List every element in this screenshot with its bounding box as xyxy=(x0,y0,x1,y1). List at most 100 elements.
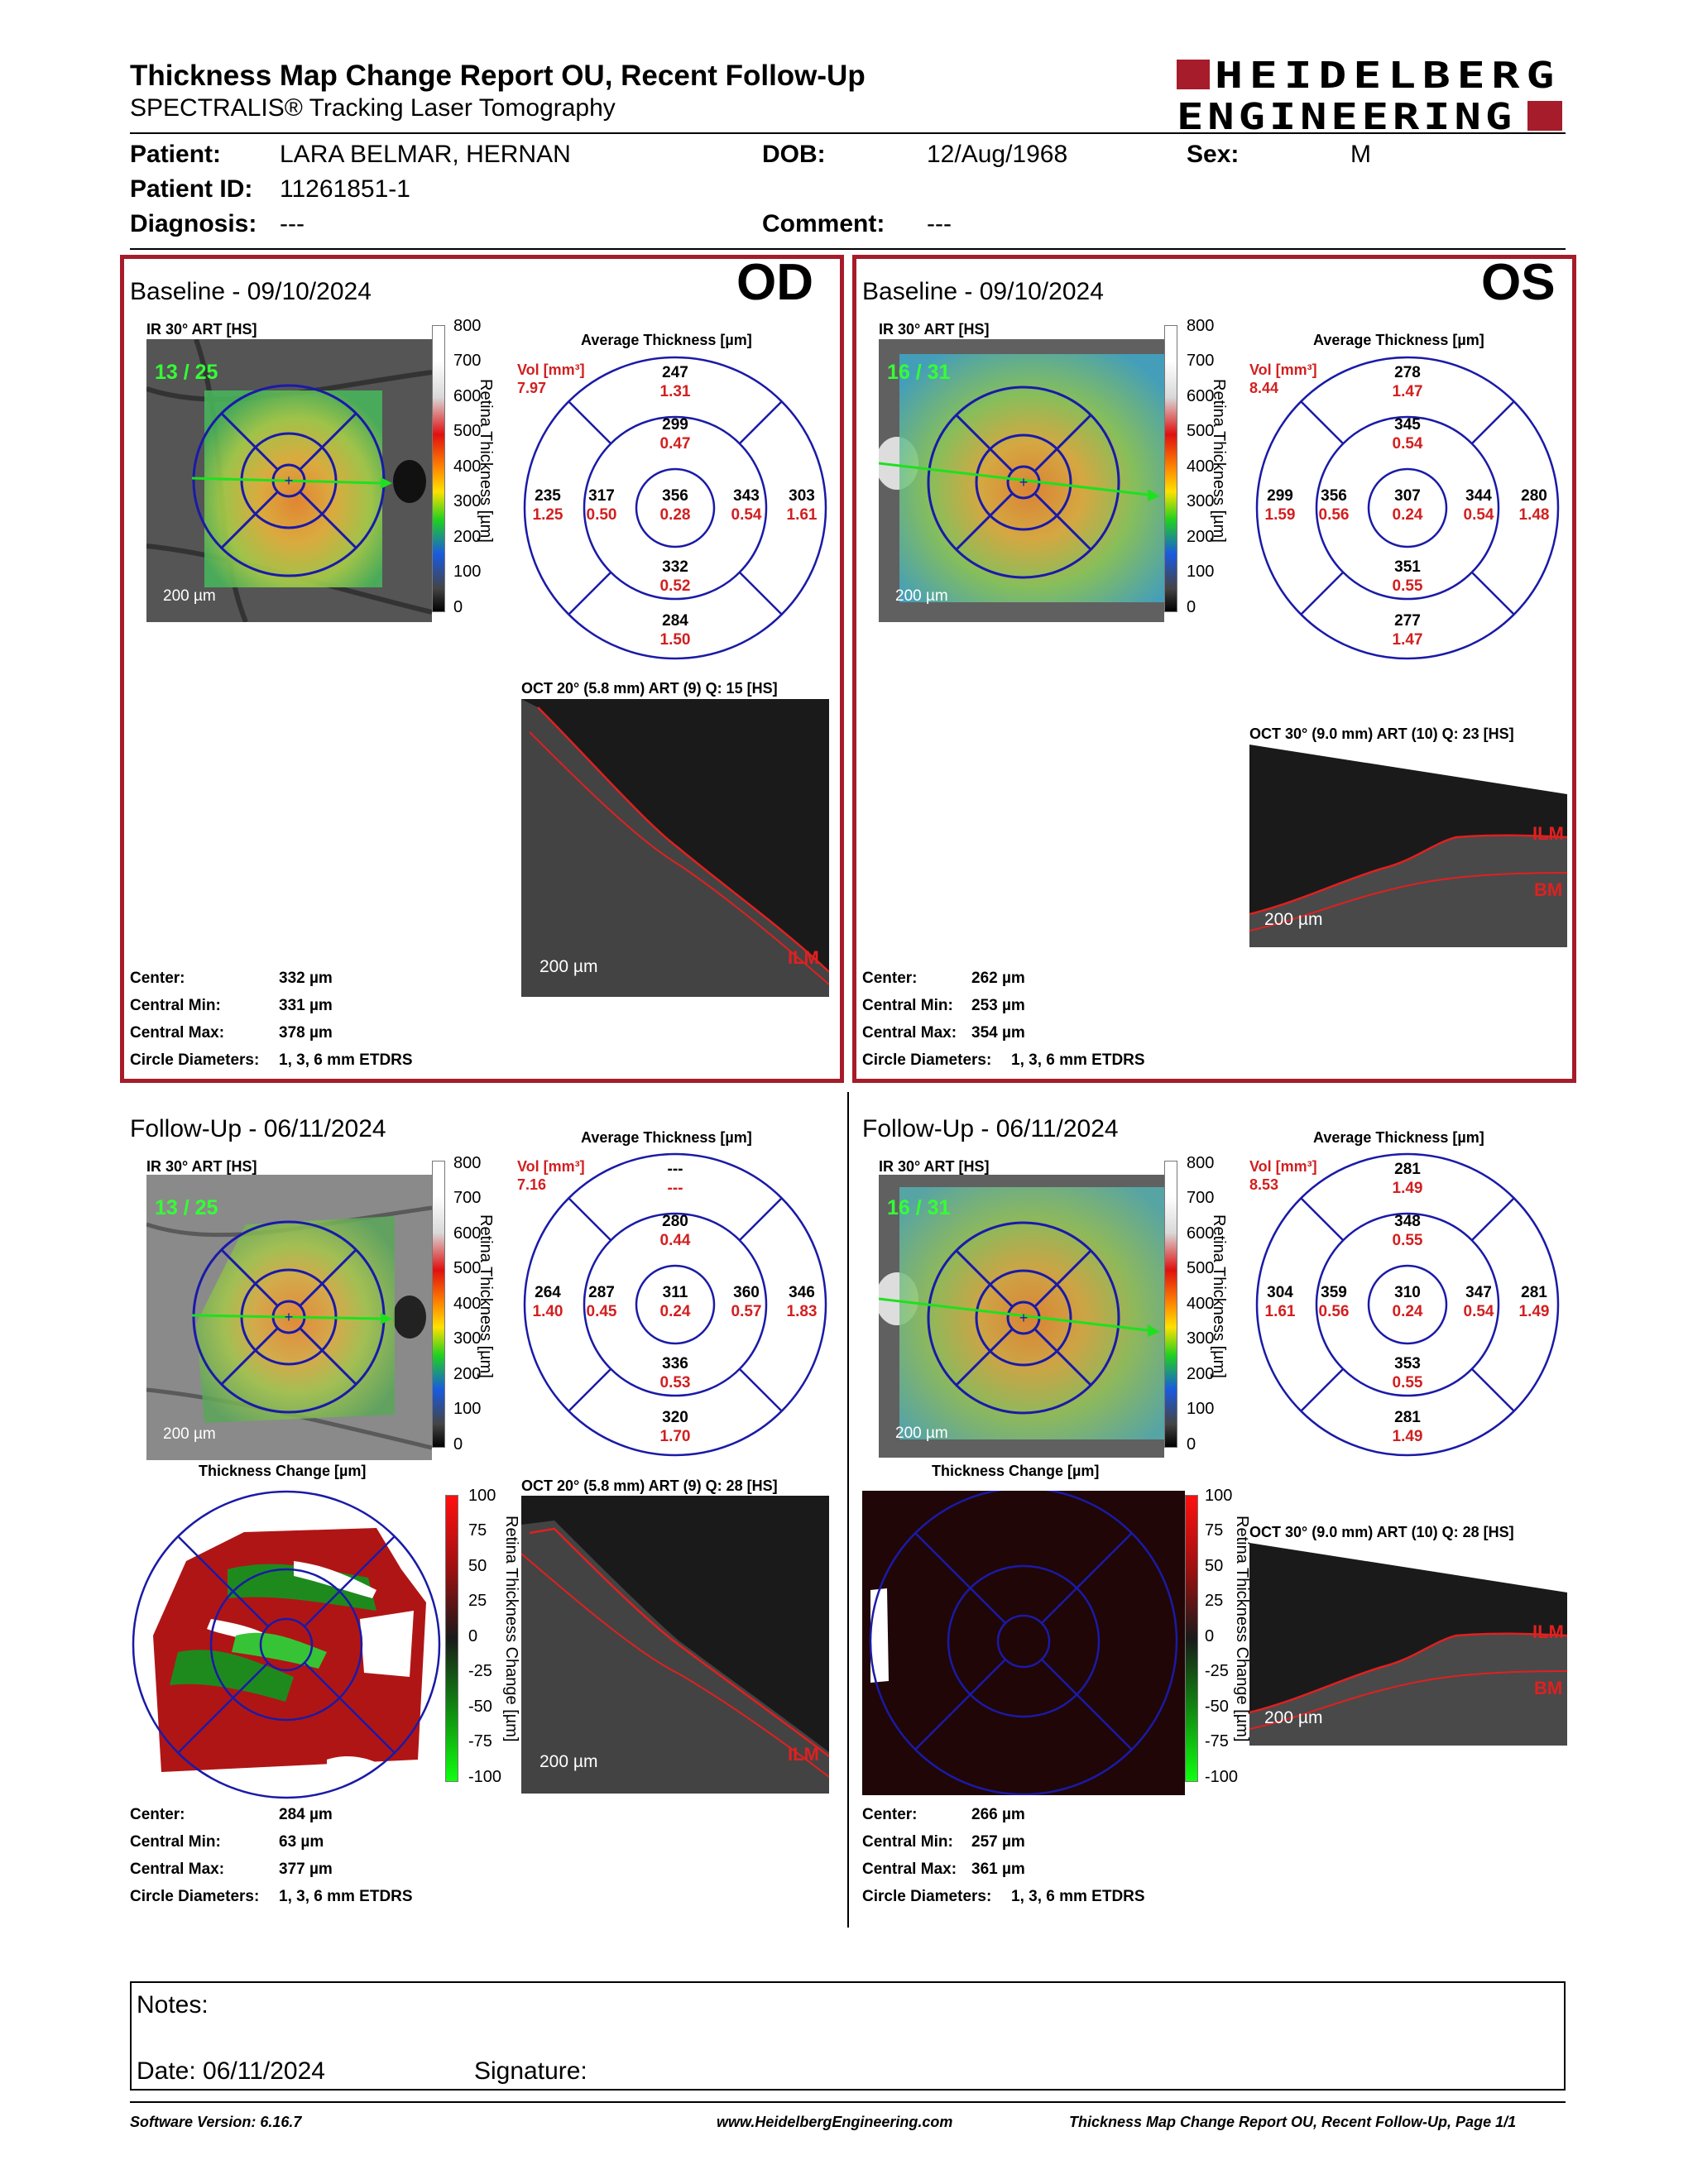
patient-rule xyxy=(130,248,1566,250)
os-baseline-circ-value: 1, 3, 6 mm ETDRS xyxy=(1011,1051,1145,1069)
svg-text:299: 299 xyxy=(662,416,688,433)
os-followup-scalebar: 200 µm xyxy=(895,1425,948,1442)
od-followup-vol-label: Vol [mm³] xyxy=(517,1158,585,1175)
od-eye-label: OD xyxy=(736,254,813,311)
os-baseline-ilm: ILM xyxy=(1532,823,1564,844)
os-followup-oct-label: OCT 30° (9.0 mm) ART (10) Q: 28 [HS] xyxy=(1249,1524,1514,1540)
logo-line1: HEIDELBERG xyxy=(1215,56,1561,97)
svg-text:346: 346 xyxy=(789,1284,815,1301)
svg-text:1.49: 1.49 xyxy=(1393,1180,1423,1197)
os-followup-vol-label: Vol [mm³] xyxy=(1249,1158,1317,1175)
svg-text:278: 278 xyxy=(1394,364,1421,381)
os-followup-cmax-value: 361 µm xyxy=(971,1861,1025,1878)
svg-text:0.56: 0.56 xyxy=(1319,1303,1350,1320)
os-followup-cmin-label: Central Min: xyxy=(862,1833,953,1851)
svg-text:317: 317 xyxy=(588,487,615,505)
date-label: Date: 06/11/2024 xyxy=(137,2057,325,2085)
logo-line2: ENGINEERING xyxy=(1177,96,1516,134)
svg-text:307: 307 xyxy=(1394,487,1421,505)
os-followup-ir-label: IR 30° ART [HS] xyxy=(879,1158,990,1175)
patient-name: LARA BELMAR, HERNAN xyxy=(280,141,571,168)
os-baseline-vol-value: 8.44 xyxy=(1249,380,1279,396)
od-followup-circ-value: 1, 3, 6 mm ETDRS xyxy=(279,1888,413,1905)
svg-text:1.48: 1.48 xyxy=(1519,506,1550,524)
od-followup-count: 13 / 25 xyxy=(155,1196,218,1219)
svg-text:+: + xyxy=(1019,474,1029,491)
od-baseline-ir-label: IR 30° ART [HS] xyxy=(146,321,257,338)
os-baseline-avg-title: Average Thickness [µm] xyxy=(1313,332,1484,348)
os-baseline-cmax-value: 354 µm xyxy=(971,1024,1025,1042)
patient-label: Patient: xyxy=(130,141,222,168)
od-baseline-cmax-value: 378 µm xyxy=(279,1024,333,1042)
svg-text:0.44: 0.44 xyxy=(660,1232,691,1249)
od-change-colorbar xyxy=(445,1495,458,1782)
od-baseline-oct-label: OCT 20° (5.8 mm) ART (9) Q: 15 [HS] xyxy=(521,680,778,697)
od-baseline-cmin-label: Central Min: xyxy=(130,997,221,1014)
svg-text:280: 280 xyxy=(1521,487,1547,505)
os-baseline-fundus: + 16 / 31 200 µm xyxy=(879,339,1164,622)
od-baseline-count: 13 / 25 xyxy=(155,361,218,384)
od-followup-scalebar: 200 µm xyxy=(163,1425,216,1443)
svg-text:311: 311 xyxy=(663,1284,688,1301)
os-baseline-oct-label: OCT 30° (9.0 mm) ART (10) Q: 23 [HS] xyxy=(1249,726,1514,742)
os-followup-oct: 200 µm ILM BM xyxy=(1249,1543,1567,1746)
od-baseline-center-value: 332 µm xyxy=(279,970,333,987)
svg-text:281: 281 xyxy=(1394,1161,1421,1178)
od-baseline-ilm: ILM xyxy=(788,947,819,968)
od-followup-cmin-label: Central Min: xyxy=(130,1833,221,1851)
followup-divider xyxy=(847,1092,849,1928)
os-followup-center-label: Center: xyxy=(862,1806,918,1823)
svg-text:0.54: 0.54 xyxy=(1464,506,1494,524)
os-followup-oct-scalebar: 200 µm xyxy=(1264,1708,1323,1727)
os-change-map xyxy=(862,1487,1185,1796)
od-followup-oct-scalebar: 200 µm xyxy=(539,1752,598,1771)
od-baseline-colorbar-title: Retina Thickness [µm] xyxy=(477,379,495,543)
notes-box[interactable]: Notes: Date: 06/11/2024 Signature: xyxy=(130,1981,1566,2091)
od-baseline-cmin-value: 331 µm xyxy=(279,997,333,1014)
svg-text:1.31: 1.31 xyxy=(660,383,691,400)
patient-id-value: 11261851-1 xyxy=(280,175,410,203)
od-change-colorbar-title: Retina Thickness Change [µm] xyxy=(502,1516,520,1742)
svg-text:284: 284 xyxy=(662,612,688,630)
od-followup-oct-label: OCT 20° (5.8 mm) ART (9) Q: 28 [HS] xyxy=(521,1478,778,1494)
svg-text:281: 281 xyxy=(1394,1409,1421,1426)
os-baseline-bm: BM xyxy=(1534,879,1563,900)
svg-text:310: 310 xyxy=(1394,1284,1421,1301)
od-baseline-cmax-label: Central Max: xyxy=(130,1024,225,1042)
svg-text:1.47: 1.47 xyxy=(1393,383,1423,400)
svg-text:1.49: 1.49 xyxy=(1393,1428,1423,1445)
footer-website[interactable]: www.HeidelbergEngineering.com xyxy=(717,2114,953,2130)
od-followup-circ-label: Circle Diameters: xyxy=(130,1888,260,1905)
svg-text:281: 281 xyxy=(1521,1284,1547,1301)
sex-label: Sex: xyxy=(1187,141,1240,168)
od-baseline-oct: 200 µm ILM xyxy=(521,699,829,997)
svg-text:277: 277 xyxy=(1394,612,1421,630)
svg-text:1.70: 1.70 xyxy=(660,1428,691,1445)
od-baseline-title: Baseline - 09/10/2024 xyxy=(130,278,372,305)
svg-text:0.45: 0.45 xyxy=(587,1303,617,1320)
svg-text:1.40: 1.40 xyxy=(533,1303,563,1320)
od-baseline-fundus: + 13 / 25 200 µm xyxy=(146,339,432,622)
svg-text:1.47: 1.47 xyxy=(1393,631,1423,649)
svg-text:0.53: 0.53 xyxy=(660,1374,691,1391)
svg-text:0.55: 0.55 xyxy=(1393,1232,1423,1249)
od-baseline-vol-value: 7.97 xyxy=(517,380,547,396)
svg-text:0.54: 0.54 xyxy=(1464,1303,1494,1320)
os-baseline-oct-scalebar: 200 µm xyxy=(1264,910,1323,929)
svg-text:---: --- xyxy=(668,1161,683,1178)
os-eye-label: OS xyxy=(1481,254,1556,311)
od-followup-colorbar-title: Retina Thickness [µm] xyxy=(477,1214,495,1378)
os-followup-vol-value: 8.53 xyxy=(1249,1176,1279,1193)
svg-text:303: 303 xyxy=(789,487,815,505)
os-followup-circ-label: Circle Diameters: xyxy=(862,1888,992,1905)
svg-text:320: 320 xyxy=(662,1409,688,1426)
od-followup-fundus: + 13 / 25 200 µm xyxy=(146,1175,432,1460)
sex-value: M xyxy=(1350,141,1371,168)
od-baseline-scalebar: 200 µm xyxy=(163,587,216,605)
od-followup-cmax-value: 377 µm xyxy=(279,1861,333,1878)
od-followup-center-label: Center: xyxy=(130,1806,185,1823)
svg-text:0.55: 0.55 xyxy=(1393,577,1423,595)
svg-text:343: 343 xyxy=(733,487,760,505)
os-baseline-cmin-value: 253 µm xyxy=(971,997,1025,1014)
